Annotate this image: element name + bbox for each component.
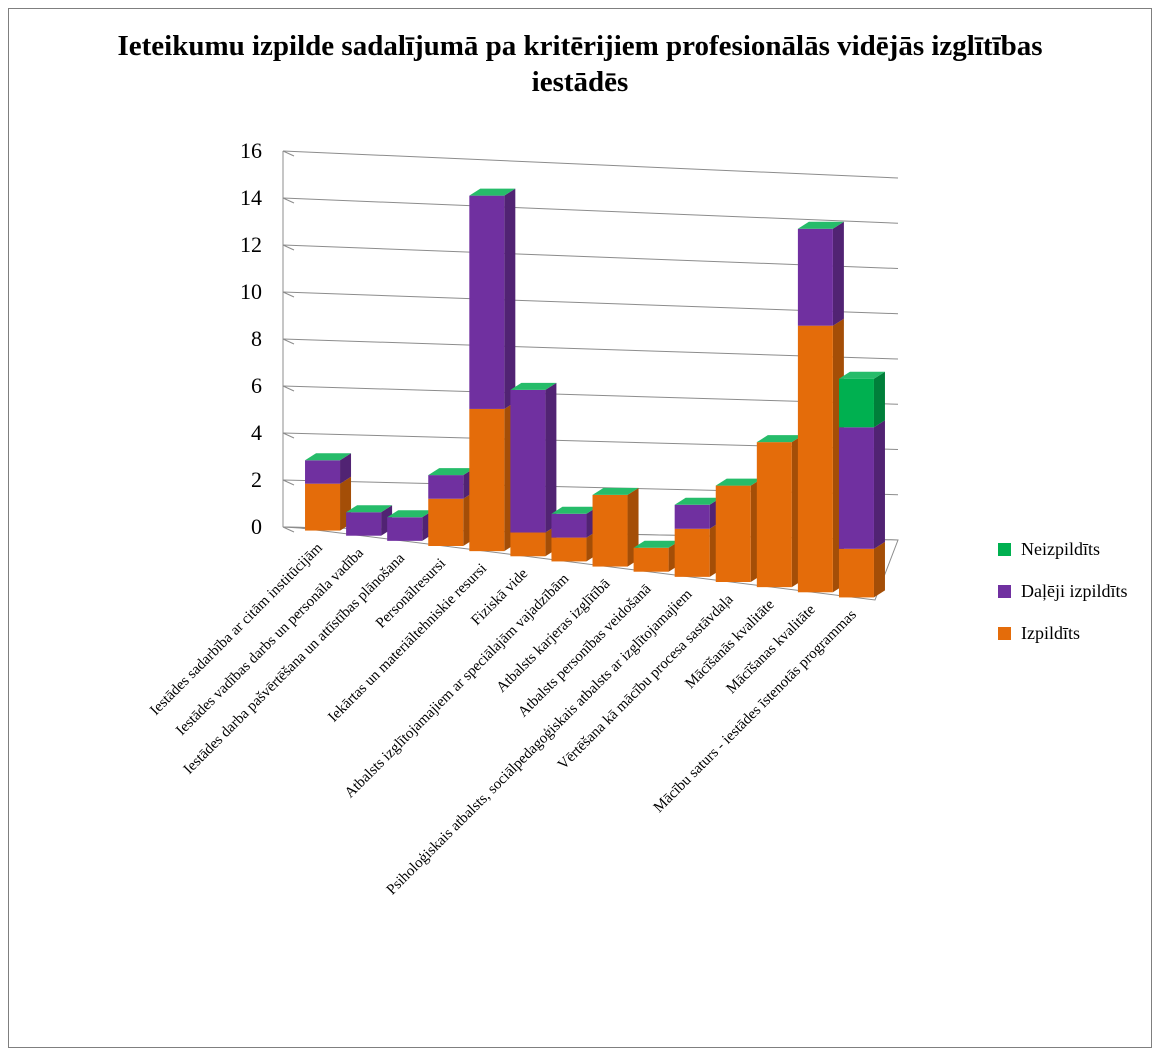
legend-label-neizpildits: Neizpildīts (1021, 538, 1100, 559)
bar-3-0 (428, 498, 464, 546)
bar-side-13-0 (873, 541, 885, 598)
bar-13-2 (838, 378, 874, 428)
y-tick-label-8: 16 (240, 138, 262, 163)
bar-top-2 (387, 510, 434, 518)
legend-item-izpildits: Izpildīts (998, 612, 1127, 654)
bar-top-3 (428, 468, 475, 476)
bar-13-1 (838, 427, 874, 549)
bar-7-0 (592, 494, 628, 567)
chart-legend: Neizpildīts Daļēji izpildīts Izpildīts (998, 528, 1127, 654)
bar-top-7 (592, 487, 639, 495)
bar-side-0-1 (340, 453, 352, 484)
bar-top-5 (510, 382, 557, 390)
legend-item-daleji-izpildits: Daļēji izpildīts (998, 570, 1127, 612)
x-tick-label-0: Iestādes sadarbība ar citām institūcijām (147, 540, 326, 719)
y-tick-label-1: 2 (251, 467, 262, 492)
chart-title: Ieteikumu izpilde sadalījumā pa kritērij… (117, 30, 1043, 98)
bar-side-13-1 (873, 420, 885, 549)
y-tick-label-7: 14 (240, 185, 262, 210)
bar-top-8 (633, 540, 680, 548)
bar-4-1 (469, 195, 505, 409)
bar-13-0 (838, 548, 874, 598)
legend-swatch-daleji-izpildits (998, 584, 1011, 598)
bar-6-0 (551, 537, 587, 562)
legend-label-daleji-izpildits: Daļēji izpildīts (1021, 580, 1128, 601)
bar-top-11 (756, 435, 803, 443)
x-tick-label-11: Mācīšanās kvalitāte (682, 596, 777, 691)
y-tick-label-3: 6 (251, 373, 262, 398)
bar-9-1 (674, 504, 710, 529)
bar-top-12 (797, 221, 844, 229)
legend-swatch-izpildits (998, 626, 1011, 640)
y-tick-label-4: 8 (251, 326, 262, 351)
legend-label-izpildits: Izpildīts (1021, 622, 1080, 643)
bar-8-0 (633, 547, 669, 572)
legend-swatch-neizpildits (998, 542, 1011, 556)
legend-item-neizpildits: Neizpildīts (998, 528, 1127, 570)
bar-1-1 (346, 512, 382, 536)
x-tick-label-2: Iestādes darba pašvērtēšana un attīstība… (181, 550, 408, 777)
bar-12-0 (797, 325, 833, 593)
bar-6-1 (551, 513, 587, 538)
bar-top-10 (715, 478, 762, 486)
gridline-8 (282, 150, 899, 179)
bar-top-1 (346, 505, 393, 513)
bar-top-0 (305, 453, 352, 461)
bar-0-0 (305, 483, 341, 531)
y-tick-label-2: 4 (251, 420, 262, 445)
bar-11-0 (756, 442, 792, 588)
bar-side-4-1 (504, 188, 516, 409)
bar-top-4 (469, 188, 516, 196)
bar-5-0 (510, 532, 546, 557)
bar-side-13-2 (873, 371, 885, 428)
gridline-7 (282, 197, 899, 224)
bar-4-0 (469, 408, 505, 552)
bar-top-6 (551, 506, 598, 514)
bar-10-0 (715, 485, 751, 582)
y-tick-label-6: 12 (240, 232, 262, 257)
bar-side-5-1 (545, 382, 557, 533)
bar-top-9 (674, 497, 721, 505)
bar-0-1 (305, 460, 341, 484)
y-tick-label-5: 10 (240, 279, 262, 304)
bar-12-1 (797, 228, 833, 326)
bar-3-1 (428, 475, 464, 499)
bar-side-12-1 (832, 221, 844, 326)
bar-2-1 (387, 517, 423, 541)
bar-9-0 (674, 528, 710, 577)
bar-top-13 (838, 371, 885, 379)
x-tick-label-12: Mācīšanas kvalitāte (723, 602, 818, 697)
x-tick-label-9: Psiholoģiskais atbalsts, sociālpedagoģis… (384, 586, 696, 898)
y-tick-label-0: 0 (251, 514, 262, 539)
bar-5-1 (510, 389, 546, 533)
